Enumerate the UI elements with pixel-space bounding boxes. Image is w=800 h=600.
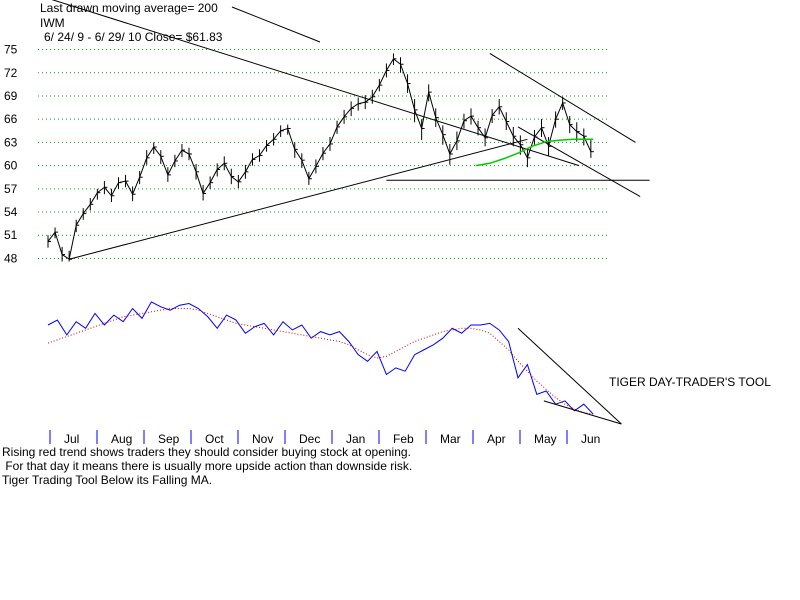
price-close-line bbox=[47, 58, 592, 261]
y-tick-label: 48 bbox=[4, 251, 18, 265]
indicator-panel bbox=[47, 301, 622, 425]
ma-note: Last drawn moving average= 200 bbox=[40, 1, 218, 15]
month-label: Jan bbox=[346, 432, 365, 446]
indicator-trendline bbox=[517, 327, 622, 425]
trendline bbox=[51, 0, 580, 167]
y-tick-label: 72 bbox=[4, 66, 18, 80]
header-pointer-line bbox=[231, 6, 321, 43]
date-range-close: 6/ 24/ 9 - 6/ 29/ 10 Close= $61.83 bbox=[44, 30, 223, 44]
price-axis: 75 72 69 66 63 60 57 54 51 48 bbox=[4, 43, 18, 266]
y-tick-label: 75 bbox=[4, 43, 18, 57]
month-label: Oct bbox=[205, 432, 224, 446]
ma200-line bbox=[475, 138, 594, 167]
y-tick-label: 57 bbox=[4, 182, 18, 196]
month-label: Nov bbox=[252, 432, 273, 446]
ma200-series bbox=[475, 138, 594, 167]
price-grid bbox=[38, 49, 608, 259]
y-tick-label: 66 bbox=[4, 112, 18, 126]
y-tick-label: 54 bbox=[4, 205, 18, 219]
month-label: Mar bbox=[440, 432, 461, 446]
month-label: Apr bbox=[487, 432, 506, 446]
note-line-1: Rising red trend shows traders they shou… bbox=[2, 445, 411, 459]
note-line-2: For that day it means there is usually m… bbox=[2, 459, 412, 473]
month-label: Dec bbox=[299, 432, 320, 446]
trendline bbox=[517, 126, 641, 197]
y-tick-label: 51 bbox=[4, 228, 18, 242]
indicator-label: TIGER DAY-TRADER'S TOOL bbox=[609, 375, 771, 389]
trendlines bbox=[51, 0, 650, 260]
month-axis: Jul Aug Sep Oct Nov Dec Jan Feb Mar Apr May Jun bbox=[49, 430, 600, 446]
ticker-label: IWM bbox=[40, 16, 65, 30]
indicator-ma-series bbox=[47, 308, 594, 415]
indicator-trendline bbox=[543, 400, 622, 425]
y-tick-label: 69 bbox=[4, 89, 18, 103]
month-label: Aug bbox=[111, 432, 132, 446]
trendline bbox=[69, 138, 528, 260]
note-line-3: Tiger Trading Tool Below its Falling MA. bbox=[2, 473, 212, 487]
month-label: Feb bbox=[393, 432, 414, 446]
y-tick-label: 63 bbox=[4, 135, 18, 149]
price-bars bbox=[47, 53, 594, 262]
month-label: Jul bbox=[64, 432, 79, 446]
month-label: May bbox=[534, 432, 557, 446]
month-label: Jun bbox=[581, 432, 600, 446]
y-tick-label: 60 bbox=[4, 159, 18, 173]
indicator-series bbox=[47, 301, 594, 415]
month-label: Sep bbox=[158, 432, 180, 446]
